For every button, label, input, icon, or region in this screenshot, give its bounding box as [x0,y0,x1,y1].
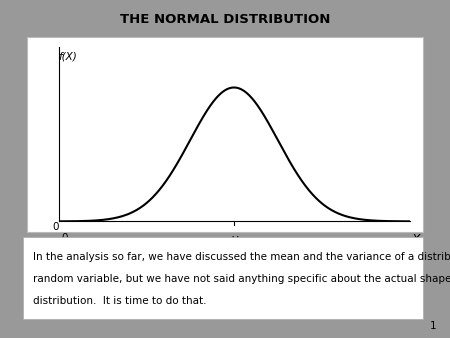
Text: 0: 0 [62,234,68,243]
Text: THE NORMAL DISTRIBUTION: THE NORMAL DISTRIBUTION [120,13,330,26]
Text: μ: μ [230,234,238,246]
Text: 0: 0 [52,222,58,232]
Text: 1: 1 [430,321,436,331]
Text: f(X): f(X) [58,51,77,61]
Text: In the analysis so far, we have discussed the mean and the variance of a distrib: In the analysis so far, we have discusse… [32,251,450,262]
Text: random variable, but we have not said anything specific about the actual shape o: random variable, but we have not said an… [32,274,450,284]
Text: distribution.  It is time to do that.: distribution. It is time to do that. [32,296,206,306]
Text: X: X [412,234,420,246]
